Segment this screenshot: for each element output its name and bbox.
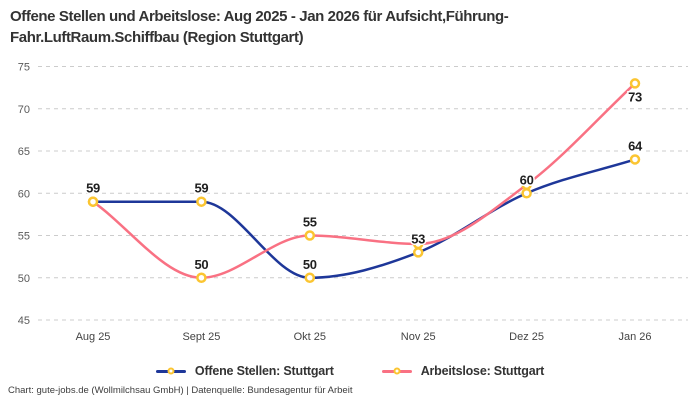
legend-label: Arbeitslose: Stuttgart [420, 364, 545, 378]
legend-item-arbeitslose[interactable]: Arbeitslose: Stuttgart [381, 364, 545, 378]
svg-text:50: 50 [303, 257, 317, 272]
svg-text:59: 59 [194, 181, 208, 196]
svg-text:60: 60 [520, 172, 534, 187]
svg-text:55: 55 [18, 231, 30, 243]
legend-label: Offene Stellen: Stuttgart [194, 364, 334, 378]
svg-text:59: 59 [86, 181, 100, 196]
svg-text:Sept 25: Sept 25 [182, 331, 220, 343]
svg-text:Okt 25: Okt 25 [294, 331, 326, 343]
svg-text:70: 70 [18, 104, 30, 116]
svg-text:53: 53 [411, 231, 425, 246]
svg-text:Jan 26: Jan 26 [618, 331, 651, 343]
svg-text:73: 73 [628, 89, 642, 104]
legend-swatch-line-marker-icon [381, 365, 412, 378]
chart-legend: Offene Stellen: Stuttgart Arbeitslose: S… [0, 358, 700, 384]
svg-text:55: 55 [303, 215, 317, 230]
legend-item-offene-stellen[interactable]: Offene Stellen: Stuttgart [155, 364, 334, 378]
svg-text:Dez 25: Dez 25 [509, 331, 544, 343]
chart-canvas: 45 50 55 60 65 70 75 Aug 25 Sept 25 Okt 25 Nov 25 D… [18, 62, 688, 343]
legend-swatch-line-marker-icon [155, 365, 186, 378]
svg-text:60: 60 [18, 188, 30, 200]
chart-title-line-2: Fahr.LuftRaum.Schiffbau (Region Stuttgar… [10, 29, 304, 46]
svg-text:65: 65 [18, 146, 30, 158]
svg-text:64: 64 [628, 138, 643, 153]
chart-title-line-1: Offene Stellen und Arbeitslose: Aug 2025… [10, 8, 509, 25]
svg-text:Nov 25: Nov 25 [401, 331, 436, 343]
chart-title: Offene Stellen und Arbeitslose: Aug 2025… [10, 6, 690, 48]
svg-text:50: 50 [194, 257, 208, 272]
svg-text:75: 75 [18, 62, 30, 74]
svg-text:45: 45 [18, 315, 30, 327]
svg-text:50: 50 [18, 273, 30, 285]
svg-text:Aug 25: Aug 25 [76, 331, 111, 343]
attribution-footer: Chart: gute-jobs.de (Wollmilchsau GmbH) … [8, 385, 353, 396]
